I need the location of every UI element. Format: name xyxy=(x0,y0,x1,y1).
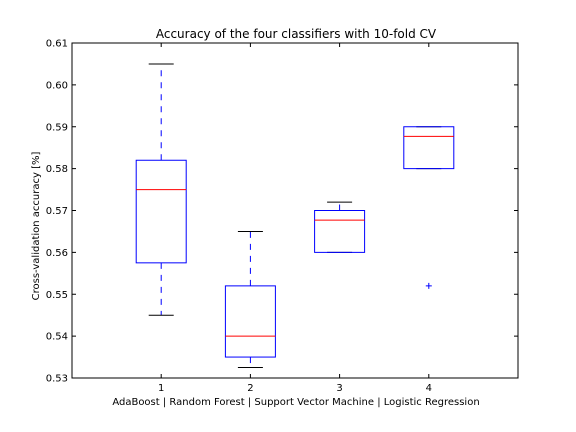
y-tick-label: 0.58 xyxy=(46,164,68,175)
y-tick-label: 0.61 xyxy=(46,39,68,50)
plot-area: 0.53 0.54 0.55 0.56 0.57 0.58 0.59 0.60 0.61 1 2 3 4 xyxy=(46,39,519,394)
iqr-box xyxy=(314,210,366,253)
x-tick-label: 1 xyxy=(158,383,164,394)
y-tick-label: 0.54 xyxy=(46,332,68,343)
y-tick-label: 0.59 xyxy=(46,122,68,133)
iqr-box xyxy=(403,126,455,170)
x-tick-label: 4 xyxy=(426,383,432,394)
y-tick-label: 0.57 xyxy=(46,206,68,217)
y-tick-label: 0.53 xyxy=(46,374,68,385)
y-tick-label: 0.60 xyxy=(46,80,68,91)
y-tick-label: 0.55 xyxy=(46,290,68,301)
iqr-box xyxy=(224,285,276,358)
x-tick-label: 2 xyxy=(247,383,253,394)
y-axis-label: Cross-validation accuracy [%] xyxy=(31,152,42,301)
x-axis-label: AdaBoost | Random Forest | Support Vecto… xyxy=(112,397,479,408)
x-tick-label: 3 xyxy=(336,383,342,394)
chart-title: Accuracy of the four classifiers with 10… xyxy=(156,27,437,41)
y-tick-label: 0.56 xyxy=(46,248,68,259)
iqr-box xyxy=(135,159,187,264)
